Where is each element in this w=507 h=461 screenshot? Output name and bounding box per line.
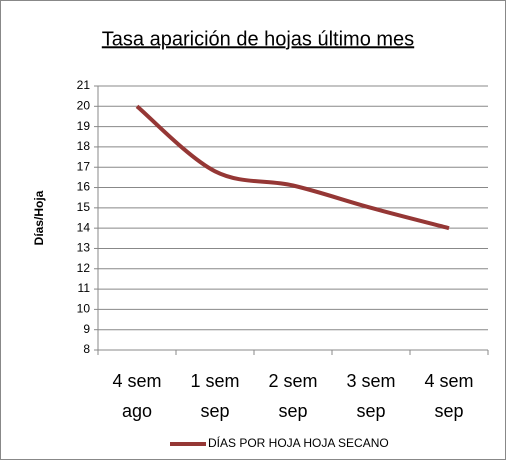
y-tick-label: 18 [77, 139, 91, 153]
y-tick-label: 9 [83, 322, 90, 336]
y-tick-label: 10 [77, 302, 91, 316]
y-tick-label: 13 [77, 241, 91, 255]
x-tick-label: sep [356, 401, 385, 421]
y-tick-label: 21 [77, 78, 91, 92]
y-tick-label: 16 [77, 180, 91, 194]
y-tick-label: 19 [77, 119, 91, 133]
y-tick-label: 20 [77, 98, 91, 112]
x-tick-label: ago [122, 401, 152, 421]
x-tick-label: sep [278, 401, 307, 421]
chart-title: Tasa aparición de hojas último mes [102, 28, 414, 50]
legend-label: DÍAS POR HOJA HOJA SECANO [208, 435, 389, 450]
x-tick-label: sep [200, 401, 229, 421]
y-tick-label: 15 [77, 200, 91, 214]
x-tick-label: 2 sem [268, 371, 317, 391]
y-tick-label: 11 [78, 281, 91, 295]
y-tick-label: 8 [83, 342, 90, 356]
y-tick-label: 14 [77, 220, 91, 234]
x-tick-label: sep [434, 401, 463, 421]
series-line [135, 104, 450, 231]
y-tick-label: 17 [77, 159, 91, 173]
x-tick-label: 4 sem [112, 371, 161, 391]
x-tick-label: 3 sem [346, 371, 395, 391]
y-tick-label: 12 [77, 261, 91, 275]
x-tick-label: 1 sem [190, 371, 239, 391]
y-axis-label: Días/Hoja [32, 190, 46, 245]
x-tick-label: 4 sem [424, 371, 473, 391]
